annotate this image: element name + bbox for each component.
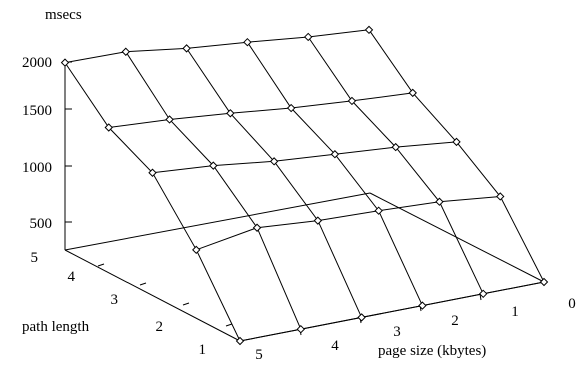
- data-point-path-1-page-3: [357, 313, 366, 322]
- data-point-path-5-page-2: [243, 37, 252, 47]
- page-tick-1: [479, 293, 482, 301]
- data-point-path-1-page-2: [418, 301, 427, 310]
- data-point-path-5-page-3: [182, 44, 191, 53]
- data-point-path-3-page-4: [209, 161, 218, 170]
- surface-line-page-3: [186, 48, 363, 318]
- data-point-path-5-page-0: [364, 25, 374, 35]
- data-point-path-1-page-5: [235, 336, 245, 346]
- data-point-path-4-page-0: [408, 88, 417, 98]
- right-floor-line: [369, 192, 545, 283]
- surface-line-path-2: [196, 196, 501, 251]
- data-point-path-2-page-5: [192, 245, 201, 255]
- path-tick-label-5: 5: [31, 250, 39, 266]
- surface-grid: [64, 29, 545, 342]
- path-tick-4: [97, 263, 105, 267]
- data-point-path-4-page-4: [165, 115, 174, 124]
- path-tick-label-4: 4: [68, 269, 76, 285]
- data-point-path-2-page-3: [313, 216, 323, 225]
- z-tick-label-1500: 1500: [22, 103, 52, 119]
- page-tick-label-5: 5: [255, 347, 263, 363]
- surface-line-page-4: [125, 51, 302, 330]
- data-point-path-2-page-2: [374, 206, 383, 215]
- surface-line-page-1: [307, 36, 484, 295]
- data-point-path-1-page-0: [539, 277, 549, 287]
- data-point-path-3-page-5: [148, 168, 157, 177]
- page-tick-label-0: 0: [568, 296, 576, 312]
- data-point-path-4-page-5: [104, 123, 113, 132]
- path-tick-3: [139, 282, 147, 286]
- data-point-path-1-page-1: [478, 289, 488, 299]
- data-point-path-1-page-4: [296, 324, 306, 334]
- path-tick-label-1: 1: [199, 342, 207, 358]
- data-point-path-3-page-0: [452, 137, 461, 147]
- surface-markers: [60, 25, 549, 346]
- surface-line-path-5: [64, 29, 370, 64]
- page-tick-label-1: 1: [511, 304, 519, 320]
- path-axis-line: [64, 249, 241, 342]
- data-point-path-2-page-0: [496, 192, 505, 201]
- data-point-path-3-page-3: [269, 157, 279, 166]
- chart-axes: [64, 61, 545, 342]
- data-point-path-3-page-2: [330, 150, 340, 159]
- z-axis-label: msecs: [45, 7, 82, 23]
- z-tick-label-2000: 2000: [22, 55, 52, 71]
- z-tick-label-500: 500: [30, 216, 53, 232]
- data-point-path-3-page-1: [391, 142, 400, 152]
- z-tick-label-1000: 1000: [22, 160, 52, 176]
- data-point-path-4-page-1: [347, 96, 357, 106]
- back-floor-line: [64, 192, 371, 251]
- page-tick-label-3: 3: [393, 324, 401, 340]
- surface-line-path-3: [152, 141, 457, 174]
- data-point-path-5-page-5: [60, 58, 70, 67]
- data-point-path-5-page-1: [303, 32, 313, 42]
- surface-line-path-1: [239, 281, 545, 342]
- data-point-path-4-page-2: [286, 103, 296, 113]
- surface-line-page-0: [368, 29, 545, 283]
- path-tick-1: [225, 323, 233, 327]
- path-tick-label-2: 2: [156, 319, 164, 335]
- page-axis-label: page size (kbytes): [378, 343, 486, 359]
- surface-line-path-4: [108, 92, 413, 128]
- surface-line-page-5: [64, 62, 241, 342]
- page-tick-label-4: 4: [331, 338, 339, 354]
- page-tick-label-2: 2: [451, 313, 459, 329]
- path-axis-label: path length: [22, 319, 90, 335]
- data-point-path-4-page-3: [226, 109, 235, 118]
- data-point-path-5-page-4: [121, 47, 131, 56]
- data-point-path-2-page-1: [435, 197, 444, 206]
- path-tick-label-3: 3: [111, 292, 119, 308]
- data-point-path-2-page-4: [252, 223, 262, 232]
- path-tick-2: [182, 302, 190, 306]
